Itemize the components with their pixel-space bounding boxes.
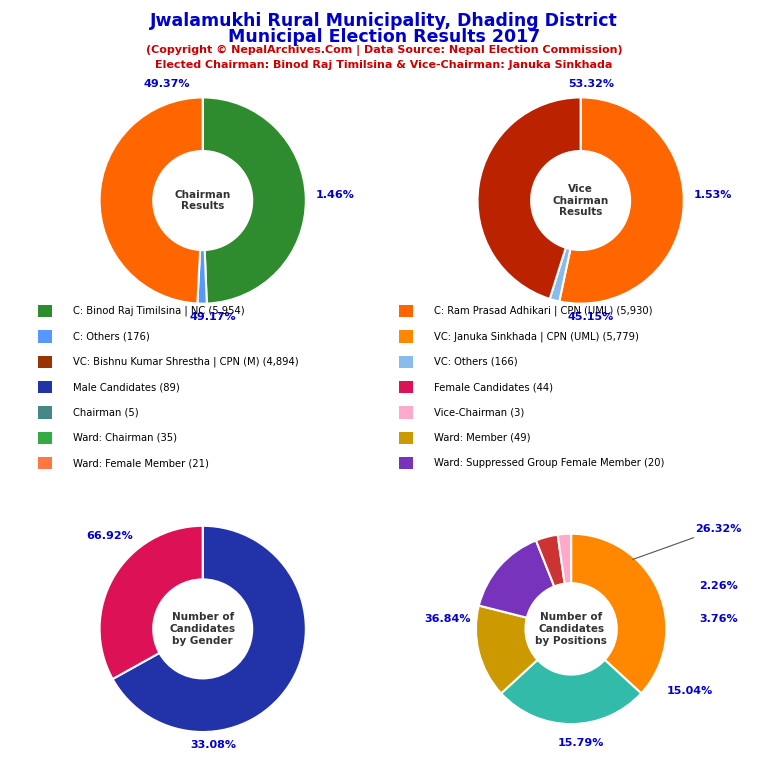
Text: Ward: Female Member (21): Ward: Female Member (21) <box>73 458 209 468</box>
Wedge shape <box>559 98 684 303</box>
Text: 2.26%: 2.26% <box>700 581 738 591</box>
Wedge shape <box>550 248 571 301</box>
Text: Chairman
Results: Chairman Results <box>174 190 231 211</box>
Text: 33.08%: 33.08% <box>190 740 236 750</box>
Wedge shape <box>571 534 667 694</box>
Text: Jwalamukhi Rural Municipality, Dhading District: Jwalamukhi Rural Municipality, Dhading D… <box>150 12 618 30</box>
Text: C: Others (176): C: Others (176) <box>73 331 150 342</box>
Wedge shape <box>501 660 641 724</box>
Text: Number of
Candidates
by Gender: Number of Candidates by Gender <box>170 612 236 645</box>
Text: Ward: Chairman (35): Ward: Chairman (35) <box>73 432 177 443</box>
Text: Vice
Chairman
Results: Vice Chairman Results <box>552 184 609 217</box>
Text: Number of
Candidates
by Positions: Number of Candidates by Positions <box>535 612 607 645</box>
Text: 1.53%: 1.53% <box>694 190 733 200</box>
Text: 15.04%: 15.04% <box>667 686 713 696</box>
Text: 36.84%: 36.84% <box>424 614 471 624</box>
Wedge shape <box>478 541 554 617</box>
Text: 15.79%: 15.79% <box>558 738 604 748</box>
Text: 66.92%: 66.92% <box>87 531 134 541</box>
Wedge shape <box>197 250 207 303</box>
Text: 49.37%: 49.37% <box>144 79 190 89</box>
Text: Municipal Election Results 2017: Municipal Election Results 2017 <box>228 28 540 46</box>
Text: VC: Bishnu Kumar Shrestha | CPN (M) (4,894): VC: Bishnu Kumar Shrestha | CPN (M) (4,8… <box>73 356 299 367</box>
Text: Elected Chairman: Binod Raj Timilsina & Vice-Chairman: Januka Sinkhada: Elected Chairman: Binod Raj Timilsina & … <box>155 60 613 70</box>
Wedge shape <box>100 98 203 303</box>
Wedge shape <box>536 535 564 587</box>
Text: VC: Januka Sinkhada | CPN (UML) (5,779): VC: Januka Sinkhada | CPN (UML) (5,779) <box>434 331 639 342</box>
Text: Ward: Member (49): Ward: Member (49) <box>434 432 531 443</box>
Wedge shape <box>478 98 581 299</box>
Text: 1.46%: 1.46% <box>316 190 355 200</box>
Text: Male Candidates (89): Male Candidates (89) <box>73 382 180 392</box>
Text: (Copyright © NepalArchives.Com | Data Source: Nepal Election Commission): (Copyright © NepalArchives.Com | Data So… <box>146 45 622 56</box>
Text: 49.17%: 49.17% <box>190 312 237 322</box>
Text: Vice-Chairman (3): Vice-Chairman (3) <box>434 407 525 418</box>
Wedge shape <box>476 605 538 694</box>
Text: 53.32%: 53.32% <box>568 79 614 89</box>
Text: 45.15%: 45.15% <box>568 312 614 322</box>
Text: VC: Others (166): VC: Others (166) <box>434 356 518 367</box>
Wedge shape <box>100 526 203 679</box>
Wedge shape <box>558 534 571 584</box>
Wedge shape <box>203 98 306 303</box>
Text: 26.32%: 26.32% <box>633 524 741 559</box>
Text: Ward: Suppressed Group Female Member (20): Ward: Suppressed Group Female Member (20… <box>434 458 664 468</box>
Text: Female Candidates (44): Female Candidates (44) <box>434 382 553 392</box>
Text: Chairman (5): Chairman (5) <box>73 407 138 418</box>
Text: C: Binod Raj Timilsina | NC (5,954): C: Binod Raj Timilsina | NC (5,954) <box>73 306 244 316</box>
Text: 3.76%: 3.76% <box>700 614 738 624</box>
Text: C: Ram Prasad Adhikari | CPN (UML) (5,930): C: Ram Prasad Adhikari | CPN (UML) (5,93… <box>434 306 653 316</box>
Wedge shape <box>113 526 306 732</box>
